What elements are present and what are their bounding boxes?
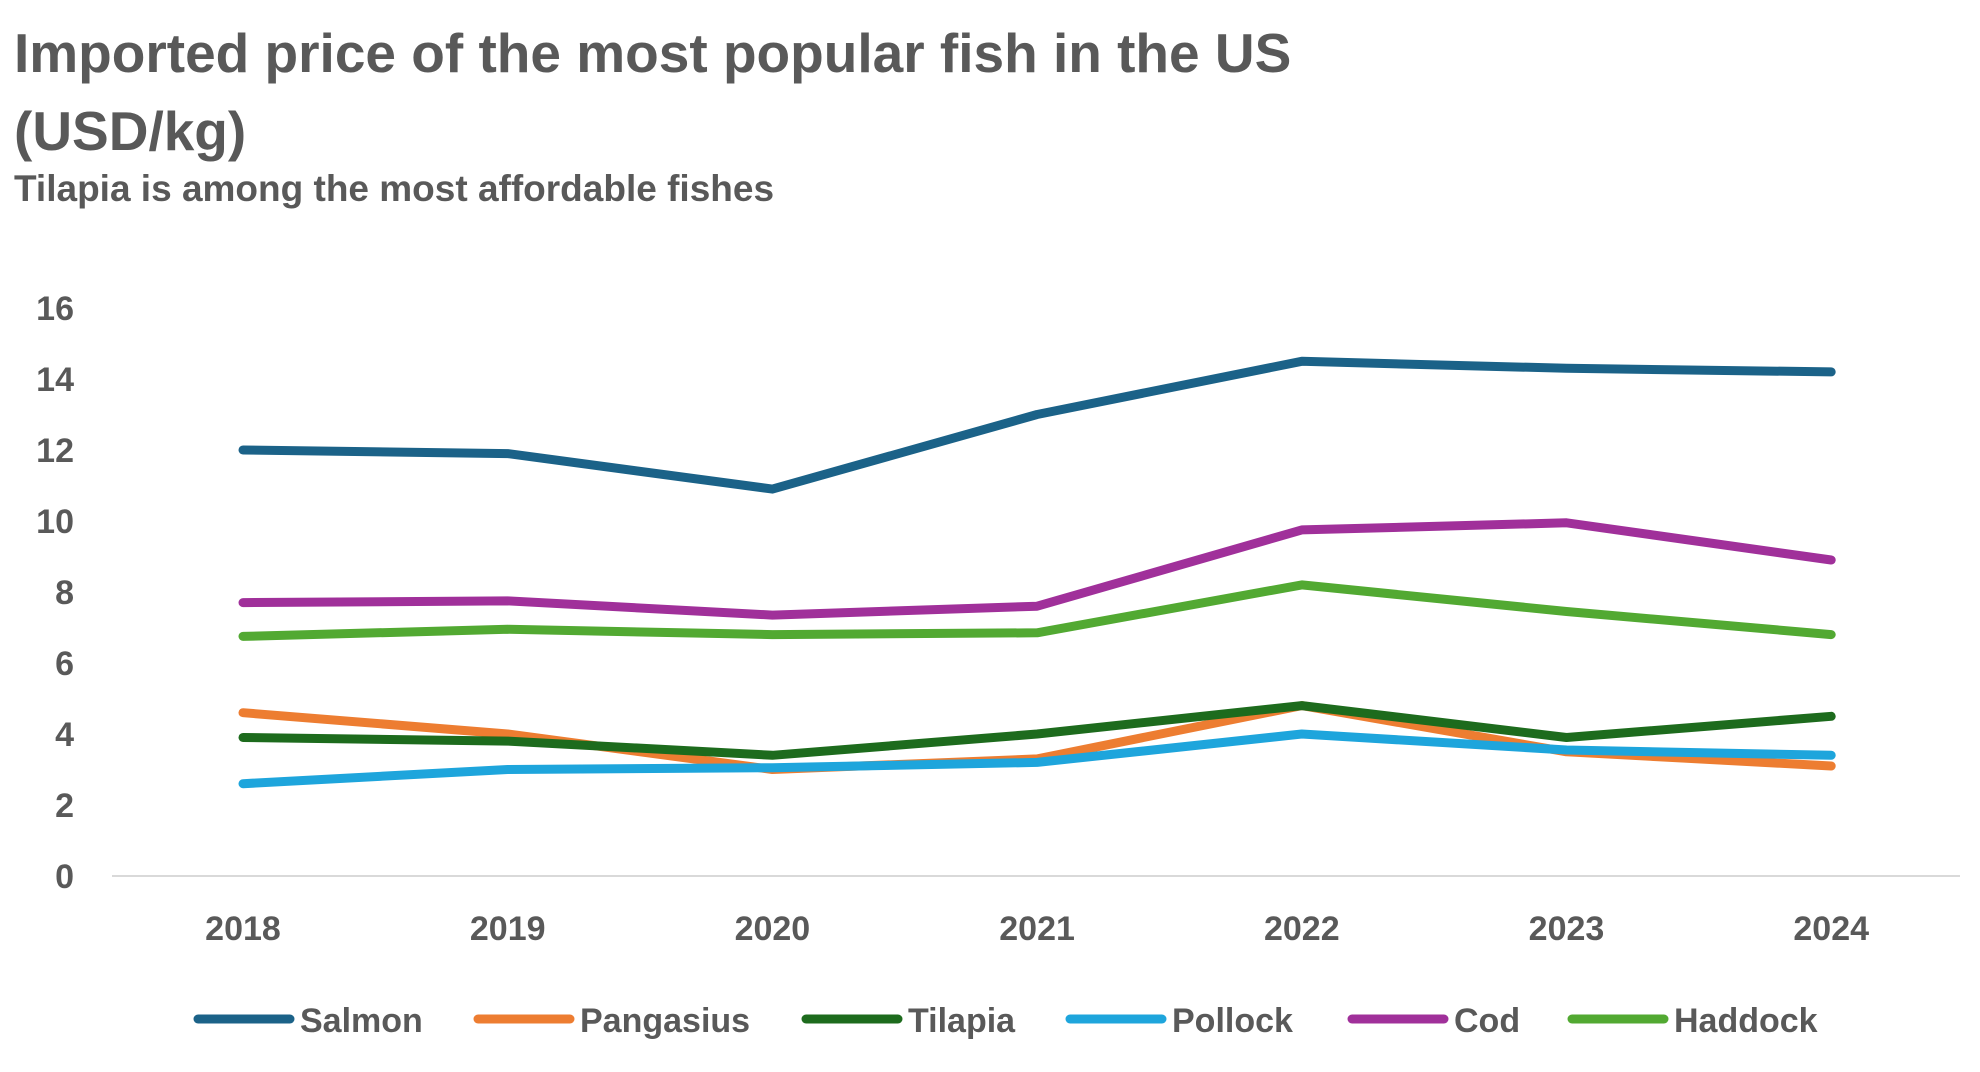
x-tick-label: 2024 [1793,910,1869,948]
y-tick-label: 2 [55,787,74,825]
y-tick-label: 10 [36,503,74,541]
legend-label-salmon: Salmon [300,1002,423,1040]
x-tick-label: 2020 [735,910,811,948]
x-tick-label: 2021 [999,910,1075,948]
x-tick-label: 2019 [470,910,546,948]
legend-label-tilapia: Tilapia [908,1002,1016,1040]
y-tick-label: 16 [36,290,74,328]
chart-title: Imported price of the most popular fish … [14,22,1292,162]
series-lines [238,356,1836,789]
series-line-salmon [238,356,1836,494]
x-tick-label: 2023 [1529,910,1605,948]
series-line-haddock [238,580,1836,641]
x-tick-label: 2018 [205,910,281,948]
legend-label-pollock: Pollock [1172,1002,1293,1040]
series-line-tilapia [238,701,1836,760]
y-tick-label: 0 [55,858,74,896]
legend: Salmon Pangasius Tilapia Pollock Cod Haddock [193,1002,1818,1040]
x-tick-label: 2022 [1264,910,1340,948]
y-tick-label: 12 [36,432,74,470]
y-tick-label: 8 [55,574,74,612]
x-axis-ticks: 2018 2019 2020 2021 2022 2023 2024 [205,910,1869,948]
legend-label-cod: Cod [1454,1002,1520,1040]
series-line-pollock [238,729,1836,789]
y-axis-ticks: 0 2 4 6 8 10 12 14 16 [36,290,74,896]
y-tick-label: 6 [55,645,74,683]
series-line-cod [238,518,1836,620]
legend-label-haddock: Haddock [1674,1002,1818,1040]
chart-subtitle: Tilapia is among the most affordable fis… [14,168,775,209]
y-tick-label: 4 [55,716,74,754]
legend-label-pangasius: Pangasius [580,1002,750,1040]
y-tick-label: 14 [36,361,74,399]
